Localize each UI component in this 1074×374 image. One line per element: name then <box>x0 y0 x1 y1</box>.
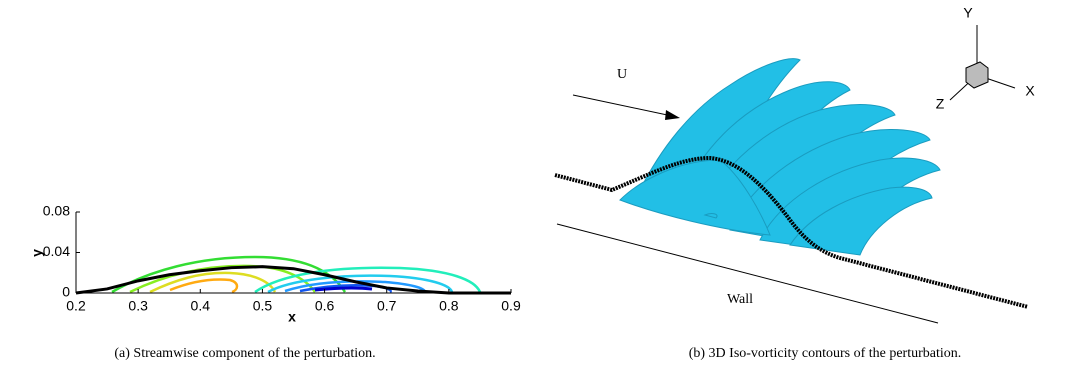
x-tick-label: 0.5 <box>253 298 273 314</box>
caption: (b) 3D Iso-vorticity contours of the per… <box>689 346 962 361</box>
y-tick-label: 0.08 <box>43 203 70 219</box>
figure: x y U Wall Y X Z (a) Streamwise componen… <box>0 0 1074 374</box>
x-tick-label: 0.2 <box>66 298 86 314</box>
y-tick-label: 0.04 <box>43 243 70 259</box>
y-tick-label: 0 <box>62 284 70 300</box>
wall-label: Wall <box>727 292 753 307</box>
x-axis-label: x <box>288 309 296 325</box>
wall-line <box>557 224 938 323</box>
x-tick-label: 0.3 <box>128 298 148 314</box>
x-tick-label: 0.8 <box>439 298 459 314</box>
arrow-head <box>665 110 680 120</box>
iso-vorticity-surfaces <box>620 59 940 255</box>
x-tick-label: 0.7 <box>377 298 397 314</box>
x-tick-label: 0.9 <box>501 298 521 314</box>
x-tick-label: 0.4 <box>191 298 211 314</box>
caption: (a) Streamwise component of the perturba… <box>114 346 375 361</box>
flow-label: U <box>617 67 627 82</box>
axis-y-label: Y <box>963 5 973 21</box>
flow-arrow <box>573 95 672 116</box>
axis-z-label: Z <box>936 96 945 112</box>
axis-x-label: X <box>1025 83 1035 99</box>
axes-triad <box>950 25 1015 100</box>
x-tick-label: 0.6 <box>315 298 335 314</box>
